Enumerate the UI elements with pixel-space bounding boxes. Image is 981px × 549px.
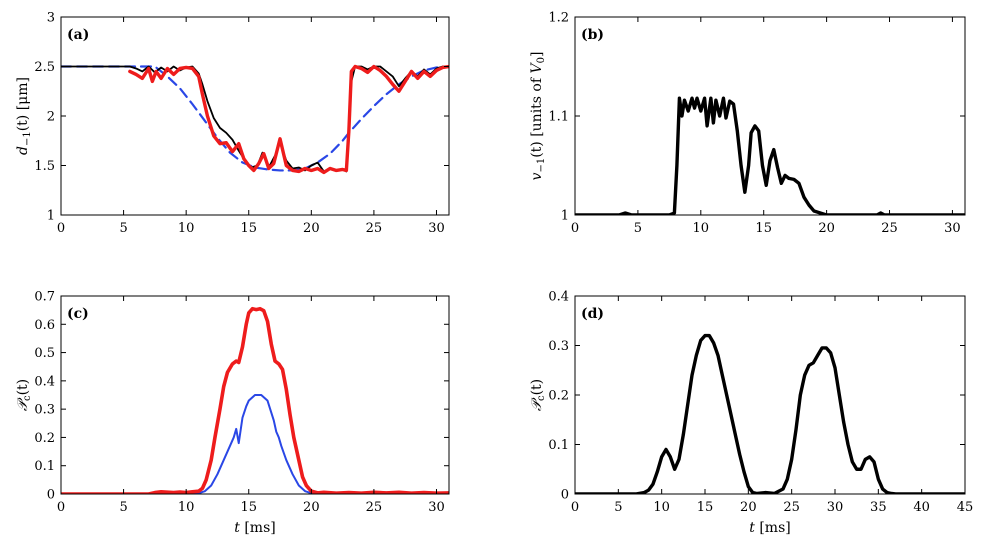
ytick-label: 0 xyxy=(47,488,55,503)
y-axis-label: v−1(t) [units of V0] xyxy=(529,52,547,181)
xtick-label: 25 xyxy=(366,500,383,515)
ytick-label: 0.4 xyxy=(548,290,569,305)
series-b-velocity xyxy=(575,96,965,215)
ytick-label: 2.5 xyxy=(34,60,55,75)
xtick-label: 30 xyxy=(428,221,445,236)
xtick-label: 20 xyxy=(303,500,320,515)
x-label-unit: [ms] xyxy=(755,520,791,536)
x-label-var: t xyxy=(234,520,240,536)
y-label-end: ] xyxy=(529,52,545,57)
ytick-label: 0.4 xyxy=(34,374,55,389)
xtick-label: 5 xyxy=(634,221,642,236)
ytick-label: 0.1 xyxy=(548,438,569,453)
series-a-dashed-blue xyxy=(61,65,449,172)
xtick-label: 0 xyxy=(571,221,579,236)
ytick-label: 1.5 xyxy=(34,159,55,174)
y-label-main: d xyxy=(15,146,31,155)
panel-label: (a) xyxy=(67,27,89,43)
xtick-label: 15 xyxy=(697,500,714,515)
xtick-label: 5 xyxy=(614,500,622,515)
ytick-label: 0.6 xyxy=(34,318,55,333)
ytick-label: 0.3 xyxy=(548,339,569,354)
y-label-main: v xyxy=(529,172,545,180)
series-c-thin-blue xyxy=(61,394,449,494)
xtick-label: 0 xyxy=(57,500,65,515)
xtick-label: 10 xyxy=(178,221,195,236)
xtick-label: 5 xyxy=(119,500,127,515)
xtick-label: 20 xyxy=(818,221,835,236)
xtick-label: 10 xyxy=(178,500,195,515)
ytick-label: 1 xyxy=(47,209,55,224)
ytick-label: 1.2 xyxy=(548,11,569,26)
axes-box-b xyxy=(574,16,966,216)
x-label-var: t xyxy=(749,520,755,536)
y-label-rest: (t) [μm] xyxy=(15,77,31,131)
panel-b: 0 5 10 15 20 25 30 1 1.1 1.2 (b) v−1(t) [units of V… xyxy=(529,11,966,236)
x-axis-label: t [ms] xyxy=(234,520,275,536)
panel-label: (d) xyxy=(581,306,604,322)
xtick-label: 35 xyxy=(870,500,887,515)
ytick-label: 1.1 xyxy=(548,110,569,125)
ytick-label: 0 xyxy=(561,488,569,503)
y-label-sub: −1 xyxy=(22,131,33,146)
xtick-label: 10 xyxy=(653,500,670,515)
xtick-label: 30 xyxy=(428,500,445,515)
xtick-label: 45 xyxy=(957,500,974,515)
x-axis-label: t [ms] xyxy=(749,520,790,536)
y-label-v0: V xyxy=(529,62,545,74)
y-label-rest: (t) xyxy=(15,379,31,396)
panel-a: 0 5 10 15 20 25 30 1 1.5 2 2.5 3 (a) d−1(t) [μm] xyxy=(15,11,450,236)
y-label-sub: −1 xyxy=(536,158,547,173)
xtick-label: 30 xyxy=(827,500,844,515)
ytick-label: 3 xyxy=(47,11,55,26)
ytick-label: 0.5 xyxy=(34,346,55,361)
panel-label: (b) xyxy=(581,27,604,43)
xtick-label: 15 xyxy=(240,221,257,236)
y-axis-label: 𝒫c(t) xyxy=(15,379,33,411)
xtick-label: 5 xyxy=(119,221,127,236)
ytick-label: 1 xyxy=(561,209,569,224)
xtick-label: 15 xyxy=(755,221,772,236)
ytick-label: 0.1 xyxy=(34,459,55,474)
series-a-thick-red xyxy=(128,64,449,175)
axes-box-a xyxy=(60,16,450,216)
panel-d: 0 5 10 15 20 25 30 35 40 45 0 0.1 0.2 0.3 0.4 (d) 𝒫c(t) t… xyxy=(529,290,973,537)
xtick-label: 0 xyxy=(57,221,65,236)
ytick-label: 0.7 xyxy=(34,290,55,305)
series-c-thick-red xyxy=(61,306,449,494)
y-label-sub: c xyxy=(536,395,547,401)
panel-label: (c) xyxy=(67,306,89,322)
series-d-probability xyxy=(575,333,965,494)
xtick-label: 40 xyxy=(913,500,930,515)
ytick-label: 0.3 xyxy=(34,403,55,418)
ytick-label: 0.2 xyxy=(34,431,55,446)
axes-box-d xyxy=(574,295,966,495)
xtick-label: 25 xyxy=(783,500,800,515)
xtick-label: 20 xyxy=(740,500,757,515)
y-label-rest: (t) [units of xyxy=(529,74,545,158)
y-label-sub: c xyxy=(22,395,33,401)
xtick-label: 20 xyxy=(303,221,320,236)
y-label-v0-sub: 0 xyxy=(536,57,547,63)
y-axis-label: d−1(t) [μm] xyxy=(15,77,33,155)
panel-c: 0 5 10 15 20 25 30 0 0.1 0.2 0.3 0.4 0.5 0.6 0.7 (c) 𝒫c(… xyxy=(15,290,450,536)
x-label-unit: [ms] xyxy=(240,520,276,536)
ytick-label: 2 xyxy=(47,110,55,125)
xtick-label: 30 xyxy=(944,221,961,236)
xtick-label: 25 xyxy=(881,221,898,236)
y-label-rest: (t) xyxy=(529,379,545,396)
xtick-label: 25 xyxy=(366,221,383,236)
y-axis-label: 𝒫c(t) xyxy=(529,379,547,411)
xtick-label: 15 xyxy=(240,500,257,515)
xtick-label: 0 xyxy=(571,500,579,515)
xtick-label: 10 xyxy=(693,221,710,236)
ytick-label: 0.2 xyxy=(548,389,569,404)
axes-box-c xyxy=(60,295,450,495)
